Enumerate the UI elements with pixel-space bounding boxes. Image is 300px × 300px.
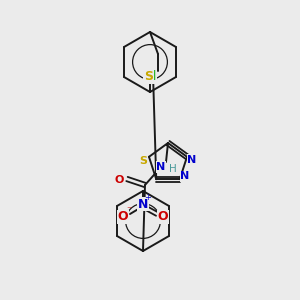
Text: O: O	[118, 211, 128, 224]
Text: +: +	[145, 193, 152, 202]
Text: N: N	[180, 171, 189, 181]
Text: S: S	[139, 156, 147, 166]
Text: O: O	[114, 175, 124, 185]
Text: O: O	[158, 211, 168, 224]
Text: H: H	[169, 164, 177, 174]
Text: N: N	[188, 155, 196, 165]
Text: ⁻: ⁻	[126, 205, 132, 215]
Text: S: S	[145, 70, 154, 83]
Text: N: N	[156, 162, 166, 172]
Text: Cl: Cl	[143, 70, 157, 83]
Text: N: N	[138, 197, 148, 211]
